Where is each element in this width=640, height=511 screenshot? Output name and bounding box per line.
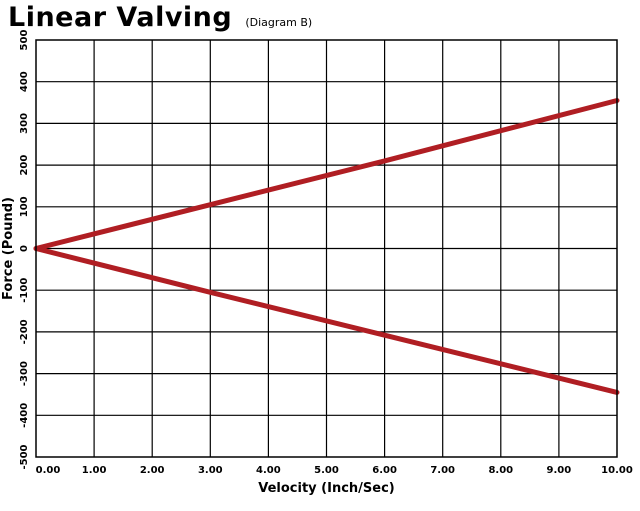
x-tick-label: 7.00: [430, 465, 455, 476]
y-tick-label: 500: [19, 30, 30, 51]
y-tick-label: -300: [19, 361, 30, 386]
series-line-1: [33, 98, 620, 251]
x-tick-label: 10.00: [601, 465, 633, 476]
y-tick-label: -500: [19, 444, 30, 469]
y-tick-label: -400: [19, 403, 30, 428]
y-tick-label: 0: [19, 245, 30, 252]
series-lines: [33, 98, 620, 395]
y-tick-labels: 500 400 300 200 100 0 -100 -200 -300 -400 -500: [19, 30, 30, 470]
y-tick-label: 200: [19, 155, 30, 176]
x-tick-label: 5.00: [314, 465, 339, 476]
x-tick-labels: 0.00 1.00 2.00 3.00 4.00 5.00 6.00 7.00 8.00 9.00…: [36, 465, 633, 476]
x-tick-label: 6.00: [372, 465, 397, 476]
x-tick-label: 2.00: [140, 465, 165, 476]
chart-subtitle: (Diagram B): [245, 16, 313, 29]
y-tick-label: 400: [19, 71, 30, 92]
x-tick-label: 3.00: [198, 465, 223, 476]
y-tick-label: 100: [19, 196, 30, 217]
y-tick-label: -100: [19, 278, 30, 303]
y-tick-label: 300: [19, 113, 30, 134]
y-axis-label: Force (Pound): [1, 197, 16, 300]
y-tick-label: -200: [19, 319, 30, 344]
x-tick-label: 8.00: [488, 465, 513, 476]
x-tick-label: 4.00: [256, 465, 281, 476]
plot-area-border: [35, 39, 618, 458]
grid: [36, 40, 617, 457]
chart-title: Linear Valving: [8, 2, 233, 33]
chart-title-block: Linear Valving (Diagram B): [8, 2, 312, 33]
x-tick-label: 9.00: [547, 465, 572, 476]
x-tick-label: 0.00: [36, 465, 61, 476]
series-line-2: [33, 246, 620, 395]
x-axis-label: Velocity (Inch/Sec): [258, 481, 395, 496]
x-tick-label: 1.00: [82, 465, 107, 476]
